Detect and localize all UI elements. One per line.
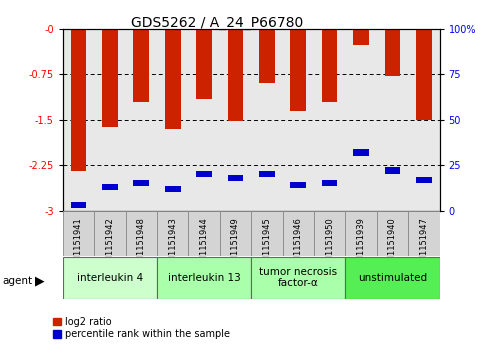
Bar — [71, 202, 86, 208]
FancyBboxPatch shape — [157, 257, 251, 299]
Bar — [322, 29, 338, 102]
Text: GSM1151950: GSM1151950 — [325, 217, 334, 273]
Bar — [353, 149, 369, 156]
FancyBboxPatch shape — [63, 211, 94, 256]
Bar — [102, 184, 118, 190]
Text: interleukin 13: interleukin 13 — [168, 273, 241, 283]
Text: GSM1151947: GSM1151947 — [419, 217, 428, 273]
Bar — [353, 29, 369, 45]
Bar — [165, 29, 181, 129]
Bar — [290, 29, 306, 111]
FancyBboxPatch shape — [283, 211, 314, 256]
FancyBboxPatch shape — [157, 211, 188, 256]
Bar — [259, 171, 275, 178]
Bar — [416, 29, 432, 120]
Text: GSM1151939: GSM1151939 — [356, 217, 366, 273]
Text: unstimulated: unstimulated — [358, 273, 427, 283]
FancyBboxPatch shape — [63, 257, 157, 299]
Bar — [102, 29, 118, 127]
Bar — [133, 29, 149, 102]
Bar — [416, 176, 432, 183]
FancyBboxPatch shape — [220, 211, 251, 256]
Text: GDS5262 / A_24_P66780: GDS5262 / A_24_P66780 — [131, 16, 303, 30]
Bar — [71, 29, 86, 171]
Bar — [384, 29, 400, 76]
FancyBboxPatch shape — [377, 211, 408, 256]
FancyBboxPatch shape — [314, 211, 345, 256]
Bar — [196, 29, 212, 99]
Text: agent: agent — [2, 276, 32, 286]
Bar — [290, 182, 306, 188]
FancyBboxPatch shape — [251, 257, 345, 299]
Text: interleukin 4: interleukin 4 — [77, 273, 143, 283]
Text: GSM1151941: GSM1151941 — [74, 217, 83, 273]
Text: GSM1151942: GSM1151942 — [105, 217, 114, 273]
Bar — [133, 180, 149, 187]
Text: GSM1151945: GSM1151945 — [262, 217, 271, 273]
FancyBboxPatch shape — [345, 211, 377, 256]
Text: GSM1151940: GSM1151940 — [388, 217, 397, 273]
FancyBboxPatch shape — [345, 257, 440, 299]
FancyBboxPatch shape — [94, 211, 126, 256]
Bar — [227, 29, 243, 121]
FancyBboxPatch shape — [251, 211, 283, 256]
FancyBboxPatch shape — [188, 211, 220, 256]
FancyBboxPatch shape — [408, 211, 440, 256]
FancyBboxPatch shape — [126, 211, 157, 256]
Legend: log2 ratio, percentile rank within the sample: log2 ratio, percentile rank within the s… — [53, 317, 230, 339]
Bar — [259, 29, 275, 83]
Text: ▶: ▶ — [35, 275, 44, 288]
Text: GSM1151948: GSM1151948 — [137, 217, 146, 273]
Bar — [322, 180, 338, 187]
Text: GSM1151943: GSM1151943 — [168, 217, 177, 273]
Text: GSM1151946: GSM1151946 — [294, 217, 303, 273]
Text: GSM1151949: GSM1151949 — [231, 217, 240, 273]
Bar — [227, 175, 243, 181]
Bar — [196, 171, 212, 178]
Bar — [165, 185, 181, 192]
Text: tumor necrosis
factor-α: tumor necrosis factor-α — [259, 267, 337, 289]
Text: GSM1151944: GSM1151944 — [199, 217, 209, 273]
Bar — [384, 167, 400, 174]
